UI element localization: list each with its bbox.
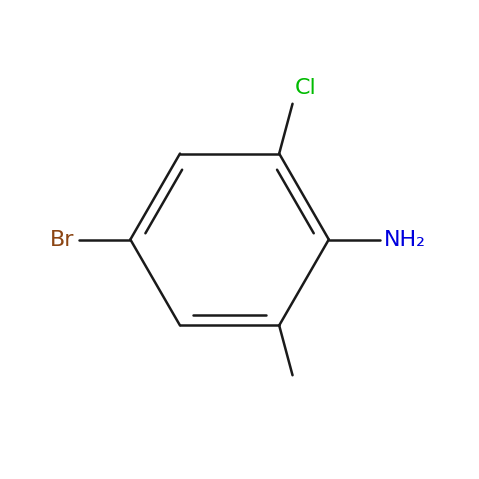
Text: NH₂: NH₂ [384, 229, 426, 250]
Text: Cl: Cl [295, 78, 316, 98]
Text: Br: Br [50, 229, 75, 250]
